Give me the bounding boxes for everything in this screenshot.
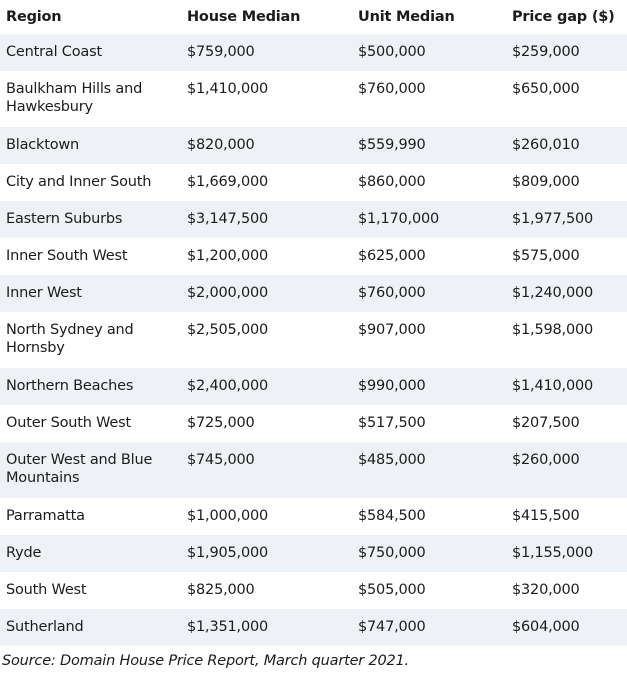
- table-row: Ryde $1,905,000 $750,000 $1,155,000: [0, 535, 627, 572]
- cell-price-gap: $1,598,000: [512, 322, 594, 338]
- cell-region: South West: [6, 582, 87, 598]
- cell-region: Ryde: [6, 545, 42, 561]
- cell-unit-median: $584,500: [358, 508, 426, 524]
- cell-unit-median: $860,000: [358, 174, 426, 190]
- cell-price-gap: $650,000: [512, 81, 580, 97]
- cell-house-median: $745,000: [187, 452, 255, 468]
- cell-house-median: $2,000,000: [187, 285, 269, 301]
- header-region: Region: [6, 9, 62, 25]
- cell-price-gap: $1,155,000: [512, 545, 594, 561]
- cell-house-median: $1,410,000: [187, 81, 269, 97]
- cell-region: Outer South West: [6, 415, 131, 431]
- table-row: Sutherland $1,351,000 $747,000 $604,000: [0, 609, 627, 646]
- cell-price-gap: $415,500: [512, 508, 580, 524]
- table-row: City and Inner South $1,669,000 $860,000…: [0, 164, 627, 201]
- header-row: Region House Median Unit Median Price ga…: [0, 0, 627, 34]
- table-row: Outer South West $725,000 $517,500 $207,…: [0, 405, 627, 442]
- cell-region: Outer West and Blue Mountains: [6, 452, 153, 486]
- table-header: Region House Median Unit Median Price ga…: [0, 0, 627, 34]
- table-row: South West $825,000 $505,000 $320,000: [0, 572, 627, 609]
- cell-region: Sutherland: [6, 619, 84, 635]
- cell-unit-median: $517,500: [358, 415, 426, 431]
- cell-house-median: $820,000: [187, 137, 255, 153]
- cell-price-gap: $1,410,000: [512, 378, 594, 394]
- cell-region: Eastern Suburbs: [6, 211, 123, 227]
- cell-house-median: $3,147,500: [187, 211, 269, 227]
- cell-unit-median: $1,170,000: [358, 211, 440, 227]
- cell-unit-median: $625,000: [358, 248, 426, 264]
- cell-unit-median: $990,000: [358, 378, 426, 394]
- cell-price-gap: $809,000: [512, 174, 580, 190]
- table-body: Central Coast $759,000 $500,000 $259,000…: [0, 34, 627, 646]
- cell-house-median: $2,505,000: [187, 322, 269, 338]
- cell-house-median: $2,400,000: [187, 378, 269, 394]
- cell-region: Northern Beaches: [6, 378, 134, 394]
- cell-region: Inner West: [6, 285, 82, 301]
- table-row: Parramatta $1,000,000 $584,500 $415,500: [0, 498, 627, 535]
- table-row: North Sydney and Hornsby $2,505,000 $907…: [0, 312, 627, 368]
- cell-house-median: $759,000: [187, 44, 255, 60]
- cell-house-median: $1,000,000: [187, 508, 269, 524]
- price-table: Region House Median Unit Median Price ga…: [0, 0, 627, 646]
- cell-region: Blacktown: [6, 137, 80, 153]
- cell-unit-median: $907,000: [358, 322, 426, 338]
- cell-house-median: $1,905,000: [187, 545, 269, 561]
- cell-price-gap: $604,000: [512, 619, 580, 635]
- cell-region: Inner South West: [6, 248, 128, 264]
- cell-price-gap: $320,000: [512, 582, 580, 598]
- table-row: Inner West $2,000,000 $760,000 $1,240,00…: [0, 275, 627, 312]
- cell-region: City and Inner South: [6, 174, 152, 190]
- cell-house-median: $725,000: [187, 415, 255, 431]
- table-row: Outer West and Blue Mountains $745,000 $…: [0, 442, 627, 498]
- cell-region: Central Coast: [6, 44, 102, 60]
- header-unit-median: Unit Median: [358, 9, 455, 25]
- cell-unit-median: $760,000: [358, 81, 426, 97]
- header-price-gap: Price gap ($): [512, 9, 615, 25]
- cell-price-gap: $207,500: [512, 415, 580, 431]
- cell-house-median: $1,351,000: [187, 619, 269, 635]
- table-row: Eastern Suburbs $3,147,500 $1,170,000 $1…: [0, 201, 627, 238]
- cell-unit-median: $485,000: [358, 452, 426, 468]
- cell-unit-median: $505,000: [358, 582, 426, 598]
- cell-region: Baulkham Hills and Hawkesbury: [6, 81, 143, 115]
- cell-region: North Sydney and Hornsby: [6, 322, 134, 356]
- cell-region: Parramatta: [6, 508, 85, 524]
- cell-price-gap: $259,000: [512, 44, 580, 60]
- table-row: Baulkham Hills and Hawkesbury $1,410,000…: [0, 71, 627, 127]
- table-row: Northern Beaches $2,400,000 $990,000 $1,…: [0, 368, 627, 405]
- cell-price-gap: $575,000: [512, 248, 580, 264]
- cell-unit-median: $760,000: [358, 285, 426, 301]
- cell-price-gap: $1,240,000: [512, 285, 594, 301]
- table-row: Central Coast $759,000 $500,000 $259,000: [0, 34, 627, 71]
- cell-unit-median: $750,000: [358, 545, 426, 561]
- cell-price-gap: $1,977,500: [512, 211, 594, 227]
- cell-house-median: $825,000: [187, 582, 255, 598]
- table-row: Blacktown $820,000 $559,990 $260,010: [0, 127, 627, 164]
- cell-unit-median: $559,990: [358, 137, 426, 153]
- source-caption: Source: Domain House Price Report, March…: [2, 653, 409, 669]
- header-house-median: House Median: [187, 9, 301, 25]
- table-row: Inner South West $1,200,000 $625,000 $57…: [0, 238, 627, 275]
- cell-house-median: $1,669,000: [187, 174, 269, 190]
- cell-unit-median: $747,000: [358, 619, 426, 635]
- cell-price-gap: $260,000: [512, 452, 580, 468]
- cell-house-median: $1,200,000: [187, 248, 269, 264]
- cell-unit-median: $500,000: [358, 44, 426, 60]
- cell-price-gap: $260,010: [512, 137, 580, 153]
